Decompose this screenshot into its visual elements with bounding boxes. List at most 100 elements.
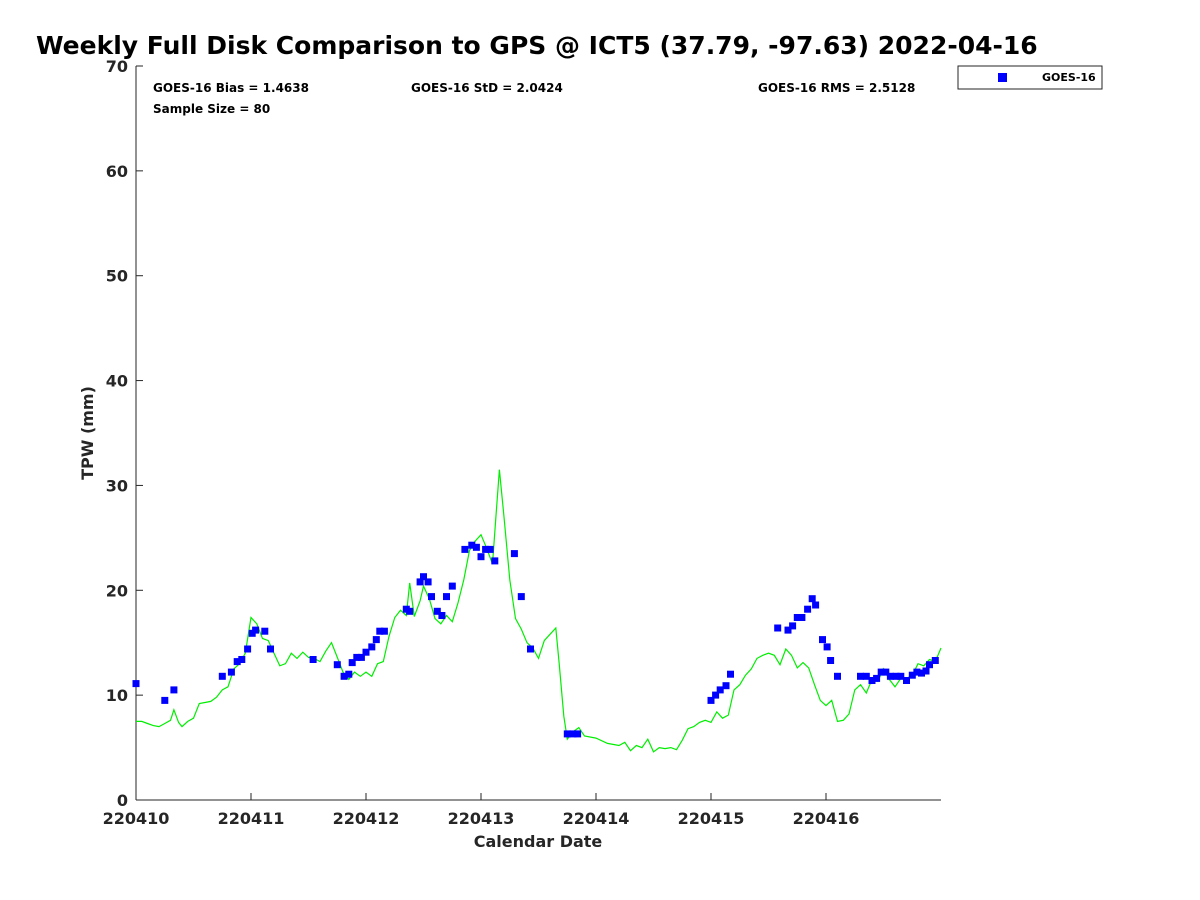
goes16-point [486,545,494,553]
goes16-point [918,669,925,677]
goes16-point [348,659,356,667]
x-tick-label: 220414 [563,809,630,828]
goes16-point [448,582,456,590]
goes16-point [774,624,782,632]
stat-std: GOES-16 StD = 2.0424 [411,81,563,95]
goes16-point [569,730,577,738]
goes16-point [170,686,178,694]
gps-line-series [136,469,942,753]
goes16-point [823,643,831,651]
goes16-point [477,553,485,561]
goes16-point [727,670,734,678]
goes16-point [793,614,801,621]
goes16-point [406,607,414,615]
goes16-point [882,668,890,676]
goes16-point [428,593,435,601]
y-axis-label: TPW (mm) [78,386,97,480]
goes16-point [368,643,376,651]
goes16-point [227,668,235,676]
stat-rms: GOES-16 RMS = 2.5128 [758,81,915,95]
goes16-point [261,627,269,635]
goes16-point [892,672,900,680]
goes16-point [482,545,490,553]
x-tick-label: 220415 [678,809,745,828]
goes16-point [491,557,499,565]
goes16-point [868,677,876,684]
goes16-point [309,656,317,663]
goes16-point [873,674,881,682]
goes16-point [357,653,365,661]
goes16-point [862,672,870,680]
goes16-point [433,607,441,615]
goes16-point [798,614,806,621]
goes16-point [574,730,582,738]
x-tick-label: 220412 [333,809,400,828]
goes16-point [527,645,534,653]
goes16-marker-series [132,541,939,738]
goes16-point [244,645,252,653]
goes16-point [517,593,525,601]
goes16-point [443,593,450,601]
y-tick-label: 20 [106,581,128,600]
goes16-point [468,541,476,549]
goes16-point [808,595,816,603]
goes16-point [716,686,724,694]
goes16-point [789,622,797,630]
stat-sample-size: Sample Size = 80 [153,102,270,116]
goes16-point [857,672,864,680]
y-tick-label: 40 [106,372,128,391]
goes16-point [161,696,169,704]
goes16-point [252,626,260,634]
goes16-point [376,627,384,635]
goes16-point [722,682,730,690]
goes16-point [707,696,715,704]
goes16-point [804,605,812,613]
x-tick-label: 220416 [793,809,860,828]
goes16-point [132,680,140,688]
goes16-point [345,670,353,678]
goes16-point [913,668,921,676]
x-tick-group: 220410 220411 220412 220413 220414 220415 2204… [103,793,860,828]
x-tick-label: 220411 [218,809,285,828]
y-tick-label: 30 [106,476,128,495]
legend-label: GOES-16 [1042,71,1096,84]
stat-bias: GOES-16 Bias = 1.4638 [153,81,309,95]
goes16-point [897,672,905,680]
goes16-point [424,578,432,586]
y-tick-label: 0 [117,791,128,810]
y-tick-label: 10 [106,686,128,705]
goes16-point [931,657,939,664]
goes16-point [233,658,241,666]
goes16-point [420,573,427,581]
plot-area: 0 10 20 30 40 50 60 70 220410 220411 220412 220413… [103,57,942,828]
legend-box [957,65,1103,90]
goes16-point [238,656,246,663]
y-tick-label: 50 [106,267,128,286]
goes16-point [926,661,933,669]
goes16-point [333,661,341,669]
x-tick-label: 220410 [103,809,170,828]
y-tick-label: 70 [106,57,128,76]
goes16-point [834,672,841,680]
chart-title: Weekly Full Disk Comparison to GPS @ ICT… [36,31,1038,60]
goes16-point [877,668,885,676]
goes16-point [472,543,480,551]
goes16-point [563,730,571,738]
goes16-point [267,645,274,653]
goes16-point [510,550,518,558]
y-tick-group: 0 10 20 30 40 50 60 70 [106,57,143,810]
goes16-point [353,653,361,661]
goes16-point [461,545,469,553]
x-axis-label: Calendar Date [474,832,603,851]
goes16-point [784,626,792,634]
legend: GOES-16 [957,65,1103,90]
goes16-point [903,677,910,684]
goes16-point [886,672,894,680]
goes16-point [380,627,388,635]
goes16-point [362,648,370,656]
goes16-point [340,672,348,680]
legend-marker-swatch [998,73,1007,82]
gps-tpw-line [136,469,942,753]
x-tick-label: 220413 [448,809,515,828]
